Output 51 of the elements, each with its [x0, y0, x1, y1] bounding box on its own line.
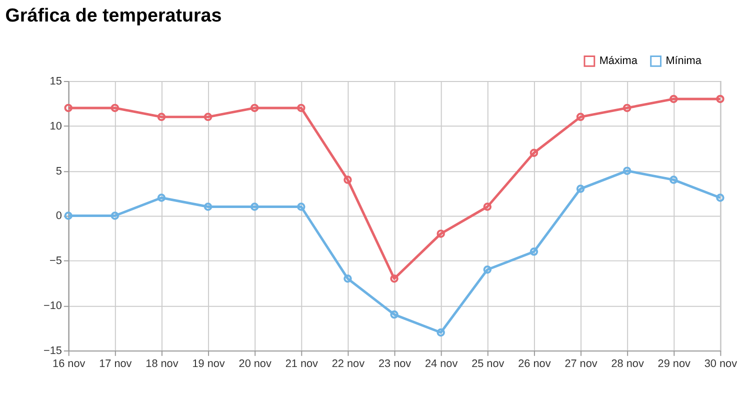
y-tick-label: 5 [56, 165, 62, 178]
x-tick-label: 21 nov [285, 358, 319, 370]
point [204, 202, 212, 211]
point [110, 104, 120, 112]
y-tick-label: −10 [43, 300, 62, 312]
y-tick-label: −5 [50, 255, 62, 268]
legend-label: Máxima [599, 55, 638, 68]
point [157, 194, 166, 202]
point [297, 202, 306, 211]
y-tick-label: 15 [50, 75, 62, 88]
point [390, 310, 398, 319]
x-tick-label: 20 nov [238, 358, 272, 370]
x-tick-label: 16 nov [52, 358, 86, 370]
point [297, 104, 306, 112]
legend-label: Mínima [666, 55, 702, 68]
y-tick-label: 10 [50, 120, 62, 132]
chart-title: Gráfica de temperaturas [5, 4, 222, 26]
point [250, 202, 259, 211]
point [576, 184, 585, 193]
point [622, 104, 632, 112]
point [344, 274, 352, 283]
x-tick-label: 28 nov [611, 358, 644, 370]
x-tick-label: 18 nov [146, 358, 179, 370]
x-tick-label: 19 nov [192, 358, 226, 370]
x-tick-label: 30 nov [704, 358, 738, 370]
point [390, 274, 398, 283]
point [436, 328, 445, 337]
point [576, 112, 585, 122]
point [436, 230, 445, 238]
point [530, 248, 538, 256]
y-tick-label: −15 [43, 344, 62, 357]
x-tick-label: 17 nov [99, 358, 132, 370]
y-tick-label: 0 [56, 210, 62, 222]
x-tick-label: 29 nov [658, 358, 692, 370]
x-tick-label: 24 nov [425, 358, 458, 370]
point [530, 148, 538, 157]
point [670, 94, 678, 104]
point [204, 112, 212, 122]
point [622, 166, 632, 175]
point [670, 176, 678, 184]
x-tick-label: 23 nov [378, 358, 412, 370]
x-tick-label: 25 nov [472, 358, 505, 370]
point [483, 266, 492, 274]
x-tick-label: 22 nov [332, 358, 366, 370]
point [110, 212, 120, 220]
x-tick-label: 27 nov [564, 358, 598, 370]
point [250, 104, 259, 112]
point [483, 202, 492, 211]
point [344, 176, 352, 184]
x-tick-label: 26 nov [518, 358, 552, 370]
point [157, 112, 166, 122]
